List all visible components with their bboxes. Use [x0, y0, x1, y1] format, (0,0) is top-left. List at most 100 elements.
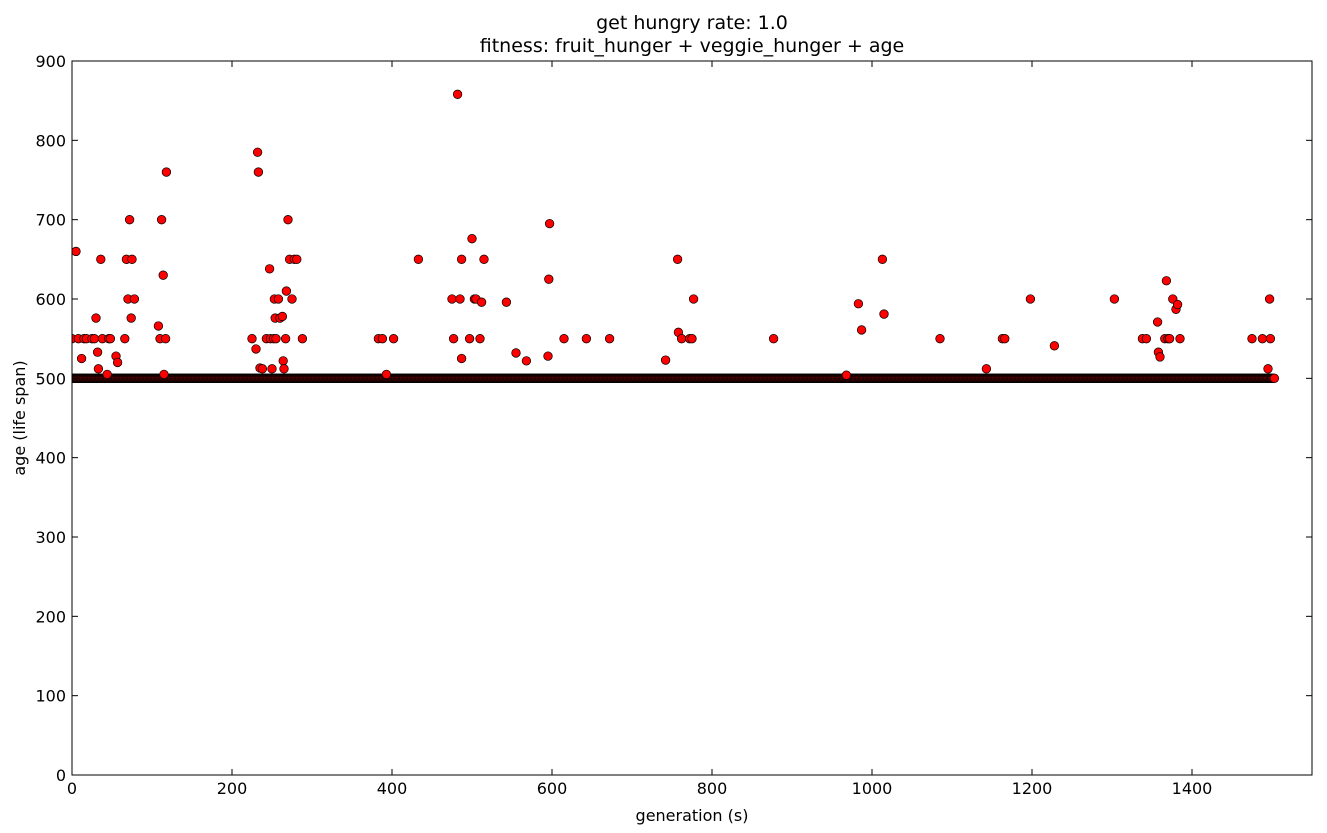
x-axis-label: generation (s): [636, 806, 749, 825]
data-point: [559, 334, 569, 344]
data-point: [92, 347, 103, 357]
data-point: [467, 234, 477, 244]
data-point: [252, 147, 263, 157]
data-point: [475, 334, 485, 344]
data-point: [853, 299, 864, 309]
data-point: [267, 364, 277, 374]
data-point: [1172, 299, 1183, 310]
y-tick-label: 200: [35, 607, 66, 626]
data-point: [287, 294, 297, 304]
data-point: [456, 254, 467, 264]
data-point: [96, 254, 106, 264]
data-point: [153, 321, 164, 331]
data-point: [297, 334, 308, 344]
data-point: [660, 355, 671, 365]
data-point: [521, 356, 532, 366]
data-point: [479, 254, 489, 264]
data-point: [247, 334, 257, 344]
data-point: [688, 294, 699, 304]
data-point: [278, 356, 288, 366]
y-tick-label: 600: [35, 290, 66, 309]
data-point: [455, 294, 465, 304]
x-tick-label: 1400: [1172, 779, 1213, 798]
data-point: [511, 348, 521, 358]
x-tick-label: 800: [697, 779, 728, 798]
data-point: [1155, 352, 1165, 362]
y-tick-label: 400: [35, 449, 66, 468]
y-axis: 0 100 200 300 400 500 600 700 800 900: [35, 52, 1312, 785]
data-point: [76, 353, 87, 364]
x-tick-label: 1000: [852, 779, 893, 798]
data-point: [251, 344, 261, 354]
data-point: [1263, 364, 1273, 374]
data-point: [279, 364, 289, 374]
data-point: [280, 334, 291, 344]
data-point: [292, 254, 302, 264]
chart-title: get hungry rate: 1.0: [596, 12, 788, 34]
data-point: [159, 369, 169, 380]
data-point: [1247, 334, 1257, 344]
data-point: [604, 334, 615, 344]
data-point: [1257, 334, 1268, 344]
data-point: [160, 334, 171, 344]
data-point: [1265, 334, 1276, 344]
x-tick-label: 0: [67, 779, 77, 798]
data-point: [672, 254, 683, 264]
data-point: [456, 353, 467, 364]
data-points: [72, 89, 1280, 383]
data-point: [1109, 294, 1120, 304]
chart-subtitle: fitness: fruit_hunger + veggie_hunger + …: [479, 35, 905, 57]
data-point: [676, 334, 687, 344]
data-point: [120, 334, 130, 344]
data-point: [768, 334, 779, 344]
data-point: [452, 89, 463, 99]
data-point: [1164, 334, 1175, 344]
data-point: [935, 334, 945, 344]
data-point: [1025, 294, 1036, 304]
data-point: [158, 270, 168, 280]
x-tick-label: 600: [537, 779, 568, 798]
data-point: [253, 167, 264, 177]
data-point: [93, 364, 104, 374]
data-point: [126, 313, 136, 323]
data-point: [543, 351, 553, 361]
y-tick-label: 0: [56, 766, 66, 785]
data-point: [1269, 373, 1280, 383]
data-point: [877, 254, 888, 264]
data-point: [89, 334, 100, 344]
x-tick-label: 400: [377, 779, 408, 798]
data-point: [501, 297, 512, 307]
data-point: [156, 215, 167, 225]
x-tick-label: 200: [217, 779, 248, 798]
x-tick-label: 1200: [1012, 779, 1053, 798]
data-point: [129, 294, 140, 304]
data-point: [273, 294, 284, 304]
data-point: [1141, 334, 1152, 344]
plot-frame: [71, 60, 1313, 776]
data-point: [91, 313, 101, 323]
y-tick-label: 800: [35, 131, 66, 150]
data-point: [377, 334, 388, 344]
data-point: [856, 325, 867, 335]
data-point: [1152, 317, 1163, 327]
data-point: [127, 254, 137, 264]
data-point: [388, 334, 399, 344]
x-axis: 0 200 400 600 800 1000 1200 1400: [67, 61, 1212, 798]
data-point: [381, 369, 392, 380]
data-point: [464, 334, 475, 344]
data-point: [981, 364, 992, 374]
data-point: [447, 294, 457, 304]
data-point: [1000, 334, 1010, 344]
y-tick-label: 300: [35, 528, 66, 547]
data-point: [277, 311, 288, 322]
data-point: [1264, 294, 1275, 304]
data-point: [1175, 334, 1185, 344]
data-point: [161, 167, 172, 177]
data-point: [72, 246, 81, 257]
y-axis-label: age (life span): [10, 360, 29, 475]
data-point: [283, 215, 293, 225]
data-point: [544, 274, 554, 284]
data-point: [448, 334, 459, 344]
data-point: [264, 264, 275, 274]
y-tick-label: 500: [35, 369, 66, 388]
